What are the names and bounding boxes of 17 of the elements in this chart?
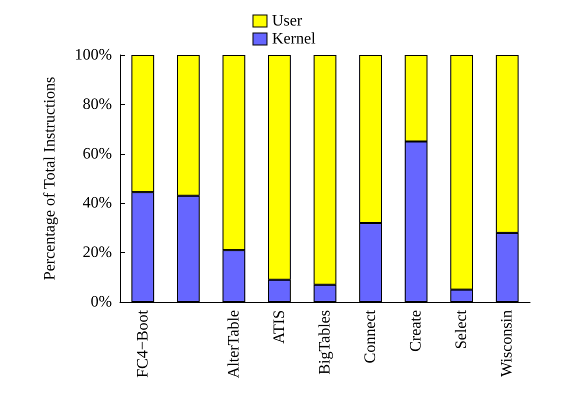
y-tick-label: 0% xyxy=(90,294,112,310)
x-tick-label: FC4−Boot xyxy=(134,309,152,378)
x-tick-label: Create xyxy=(408,310,425,352)
x-tick-label: AlterTable xyxy=(225,310,242,378)
x-tick-label: BigTables xyxy=(316,310,334,375)
x-tick-label: Select xyxy=(453,309,470,350)
y-tick-label: 60% xyxy=(82,145,112,162)
y-tick-label: 40% xyxy=(82,194,112,212)
y-tick-label: 20% xyxy=(82,244,112,262)
y-axis-title: Percentage of Total Instructions xyxy=(42,76,58,280)
x-tick-label: Wisconsin xyxy=(498,310,516,377)
x-tick-label: ATIS xyxy=(270,310,288,344)
y-tick-label: 100% xyxy=(74,46,112,64)
legend-label: User xyxy=(272,12,303,30)
legend-label: Kernel xyxy=(272,30,316,48)
x-tick-label: Connect xyxy=(362,309,380,364)
y-tick-label: 80% xyxy=(82,96,112,113)
